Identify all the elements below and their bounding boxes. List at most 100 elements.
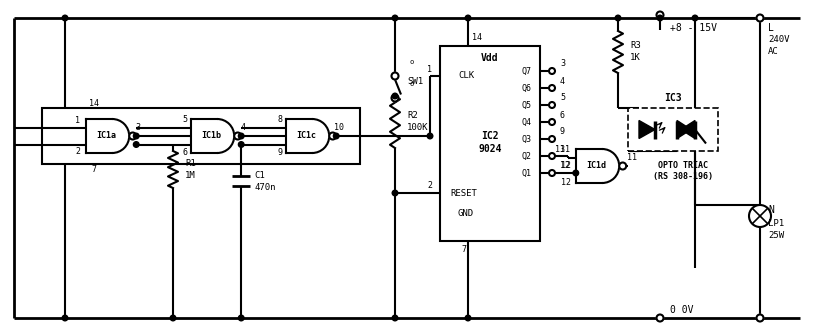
- Text: SW1: SW1: [407, 77, 424, 85]
- Bar: [440, 46, 540, 241]
- Text: 9: 9: [277, 148, 282, 157]
- Circle shape: [465, 315, 471, 321]
- Circle shape: [238, 142, 244, 147]
- Circle shape: [657, 314, 663, 322]
- Circle shape: [549, 85, 555, 91]
- Text: IC2: IC2: [481, 131, 499, 141]
- Text: 1M: 1M: [185, 171, 196, 180]
- Circle shape: [334, 133, 339, 139]
- Text: 1K: 1K: [630, 53, 641, 62]
- Text: Q6: Q6: [522, 84, 532, 92]
- Text: 11: 11: [560, 144, 570, 154]
- Text: 7: 7: [91, 166, 96, 174]
- Circle shape: [62, 15, 68, 21]
- Circle shape: [619, 163, 626, 169]
- Circle shape: [133, 133, 139, 139]
- Text: 10: 10: [335, 123, 344, 131]
- Circle shape: [549, 102, 555, 108]
- Text: 4: 4: [560, 77, 565, 85]
- Polygon shape: [681, 121, 695, 138]
- Circle shape: [129, 132, 136, 139]
- Circle shape: [392, 190, 398, 196]
- Text: Q7: Q7: [522, 67, 532, 76]
- Text: Vdd: Vdd: [481, 53, 499, 63]
- Text: GND: GND: [458, 209, 474, 217]
- Circle shape: [549, 136, 555, 142]
- Polygon shape: [677, 121, 691, 138]
- Text: CLK: CLK: [458, 72, 474, 81]
- Text: 470n: 470n: [255, 182, 276, 192]
- Text: Q4: Q4: [522, 118, 532, 126]
- Text: 5: 5: [182, 115, 188, 124]
- Text: 240V: 240V: [768, 36, 790, 44]
- Text: 100K: 100K: [407, 124, 428, 132]
- Text: IC1a: IC1a: [96, 131, 116, 140]
- Text: 1: 1: [75, 116, 80, 125]
- Text: R3: R3: [630, 42, 641, 50]
- Text: 11: 11: [628, 153, 637, 162]
- Text: 6: 6: [182, 148, 188, 157]
- Circle shape: [392, 94, 398, 101]
- Text: o: o: [409, 81, 413, 87]
- Text: 12: 12: [561, 178, 571, 187]
- Text: Q5: Q5: [522, 100, 532, 110]
- Text: Q1: Q1: [522, 168, 532, 177]
- Bar: [42, 108, 360, 164]
- Circle shape: [392, 315, 398, 321]
- Circle shape: [329, 132, 336, 139]
- Circle shape: [238, 315, 244, 321]
- Text: 4: 4: [241, 123, 246, 131]
- Text: 14: 14: [89, 98, 99, 108]
- Text: 5: 5: [560, 93, 565, 102]
- Circle shape: [657, 11, 663, 18]
- Text: AC: AC: [768, 46, 778, 55]
- Text: C1: C1: [255, 170, 265, 179]
- Circle shape: [62, 315, 68, 321]
- Text: 12: 12: [561, 161, 571, 169]
- Text: R2: R2: [407, 112, 418, 121]
- Text: 9: 9: [560, 127, 565, 136]
- Text: 14: 14: [472, 34, 482, 42]
- Text: 3: 3: [135, 123, 140, 131]
- Circle shape: [549, 170, 555, 176]
- Text: OPTO TRIAC: OPTO TRIAC: [658, 161, 708, 169]
- Text: 1: 1: [427, 65, 432, 74]
- Circle shape: [465, 15, 471, 21]
- Text: 0 0V: 0 0V: [670, 305, 694, 315]
- Bar: [628, 108, 718, 151]
- Text: 13: 13: [555, 145, 565, 154]
- Circle shape: [692, 15, 698, 21]
- Text: RESET: RESET: [450, 188, 477, 198]
- Circle shape: [549, 68, 555, 74]
- Text: LP1: LP1: [768, 219, 784, 228]
- Text: Q3: Q3: [522, 134, 532, 143]
- Text: N: N: [768, 205, 774, 215]
- Circle shape: [657, 15, 663, 21]
- Text: Q2: Q2: [522, 152, 532, 161]
- Text: 12: 12: [560, 162, 570, 170]
- Circle shape: [238, 133, 244, 139]
- Circle shape: [549, 119, 555, 125]
- Polygon shape: [639, 121, 655, 138]
- Circle shape: [756, 14, 764, 22]
- Text: IC1b: IC1b: [201, 131, 221, 140]
- Circle shape: [756, 314, 764, 322]
- Circle shape: [392, 73, 398, 80]
- Circle shape: [171, 315, 175, 321]
- Circle shape: [392, 15, 398, 21]
- Circle shape: [428, 133, 432, 139]
- Text: +8 - 15V: +8 - 15V: [670, 23, 717, 33]
- Text: 8: 8: [277, 115, 282, 124]
- Text: IC1c: IC1c: [296, 131, 316, 140]
- Text: 9024: 9024: [478, 144, 502, 154]
- Text: 7: 7: [462, 245, 467, 253]
- Circle shape: [133, 142, 139, 147]
- Text: o: o: [409, 59, 413, 65]
- Text: L: L: [768, 23, 774, 33]
- Circle shape: [749, 205, 771, 227]
- Text: R1: R1: [185, 159, 196, 168]
- Text: IC3: IC3: [664, 93, 682, 103]
- Text: IC1d: IC1d: [586, 162, 606, 170]
- Circle shape: [392, 93, 398, 99]
- Circle shape: [573, 170, 579, 176]
